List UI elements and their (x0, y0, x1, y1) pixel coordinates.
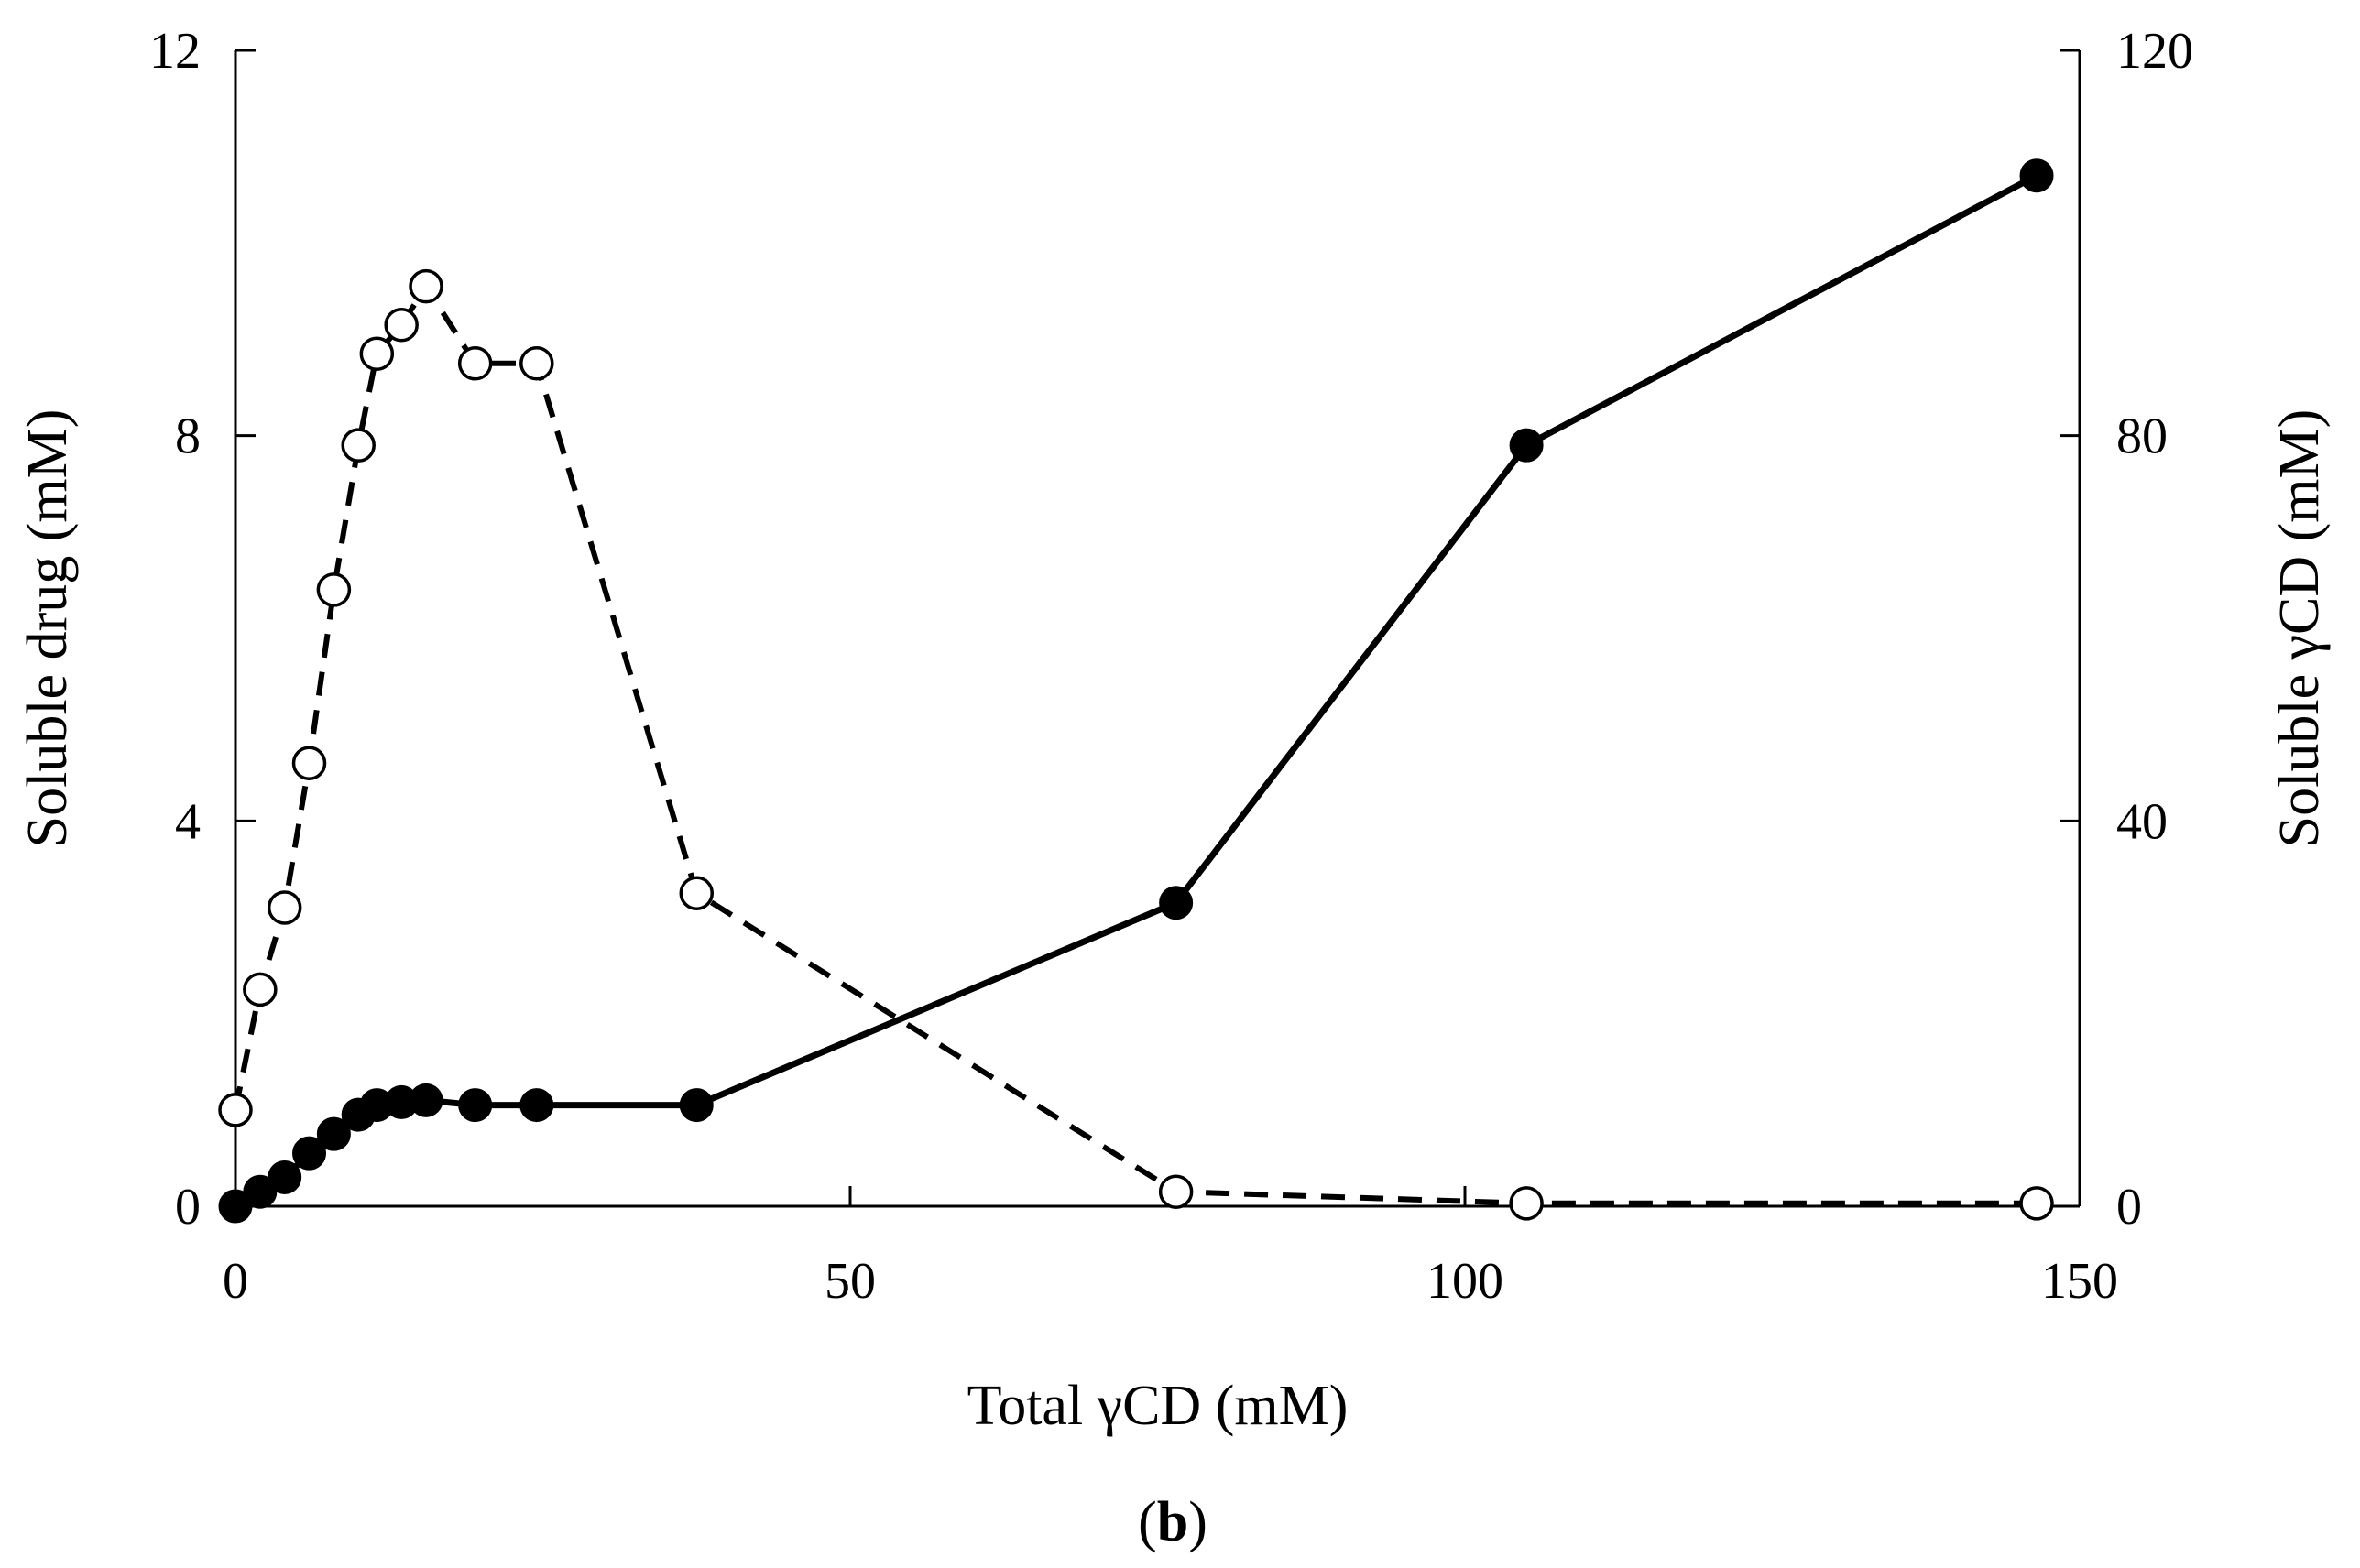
axes (234, 50, 2081, 1208)
y-right-tick-label-0: 0 (2116, 1179, 2142, 1236)
series-1-point-1 (243, 972, 278, 1007)
series-1-point-14 (2019, 1186, 2054, 1221)
series-1-point-0 (218, 1093, 253, 1127)
series-0-point-0 (218, 1189, 253, 1224)
series-0-point-2 (268, 1160, 302, 1194)
y-left-tick-label-4: 4 (175, 793, 201, 850)
panel-label: (b) (1138, 1491, 1207, 1553)
x-axis-title: Total γCD (mM) (967, 1375, 1349, 1437)
series-0-point-14 (2019, 158, 2054, 193)
panel-label-letter: b (1157, 1491, 1188, 1553)
series-1-point-13 (1509, 1186, 1544, 1221)
series-1-point-10 (519, 346, 554, 381)
series-0-point-1 (243, 1174, 278, 1209)
series-0-point-8 (409, 1083, 443, 1117)
x-tick-label-0: 0 (223, 1253, 248, 1310)
series-0-point-4 (316, 1116, 351, 1151)
series-0-point-12 (1159, 886, 1194, 920)
series-markers (218, 158, 2054, 1224)
series-0-point-3 (292, 1136, 327, 1171)
y-left-tick-label-8: 8 (175, 408, 201, 465)
y-right-tick-label-80: 80 (2116, 408, 2168, 465)
series-0-point-9 (458, 1088, 493, 1123)
series-0-point-10 (519, 1088, 554, 1123)
series-lines (233, 172, 2038, 1210)
y-right-tick-label-40: 40 (2116, 793, 2168, 850)
x-tick-label-150: 150 (2041, 1253, 2118, 1310)
series-0-line (234, 172, 2038, 1210)
y-axis-title-right: Soluble γCD (mM) (2268, 409, 2331, 848)
series-1-point-12 (1158, 1174, 1194, 1209)
x-tick-label-100: 100 (1426, 1253, 1503, 1310)
series-1-line (233, 281, 2037, 1206)
series-1-point-2 (267, 890, 302, 925)
x-tick-label-50: 50 (825, 1253, 876, 1310)
series-1-point-3 (291, 746, 327, 780)
series-1-point-7 (384, 307, 419, 343)
series-1-point-6 (359, 336, 395, 372)
y-right-tick-label-120: 120 (2116, 23, 2193, 80)
series-0-point-11 (679, 1088, 714, 1123)
y-left-tick-label-0: 0 (175, 1179, 201, 1236)
series-0-point-13 (1509, 428, 1544, 463)
y-axis-title-left: Soluble drug (mM) (16, 409, 79, 848)
series-1-point-5 (341, 428, 376, 463)
series-1-point-4 (316, 572, 352, 607)
series-1-point-9 (457, 346, 493, 381)
y-left-tick-label-12: 12 (149, 23, 201, 80)
series-1-point-8 (409, 268, 443, 304)
series-1-point-11 (679, 876, 714, 910)
